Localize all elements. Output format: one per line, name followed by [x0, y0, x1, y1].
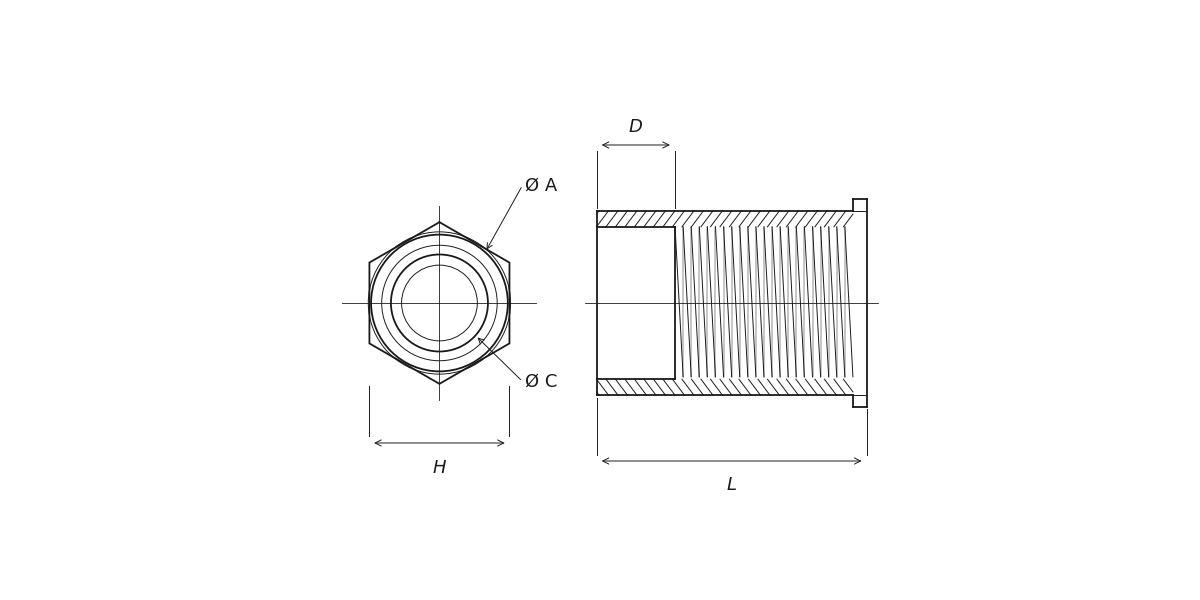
Text: D: D: [629, 118, 643, 136]
Text: H: H: [433, 459, 446, 477]
Text: Ø A: Ø A: [524, 176, 557, 194]
Text: L: L: [727, 476, 737, 494]
Text: Ø C: Ø C: [524, 373, 557, 391]
